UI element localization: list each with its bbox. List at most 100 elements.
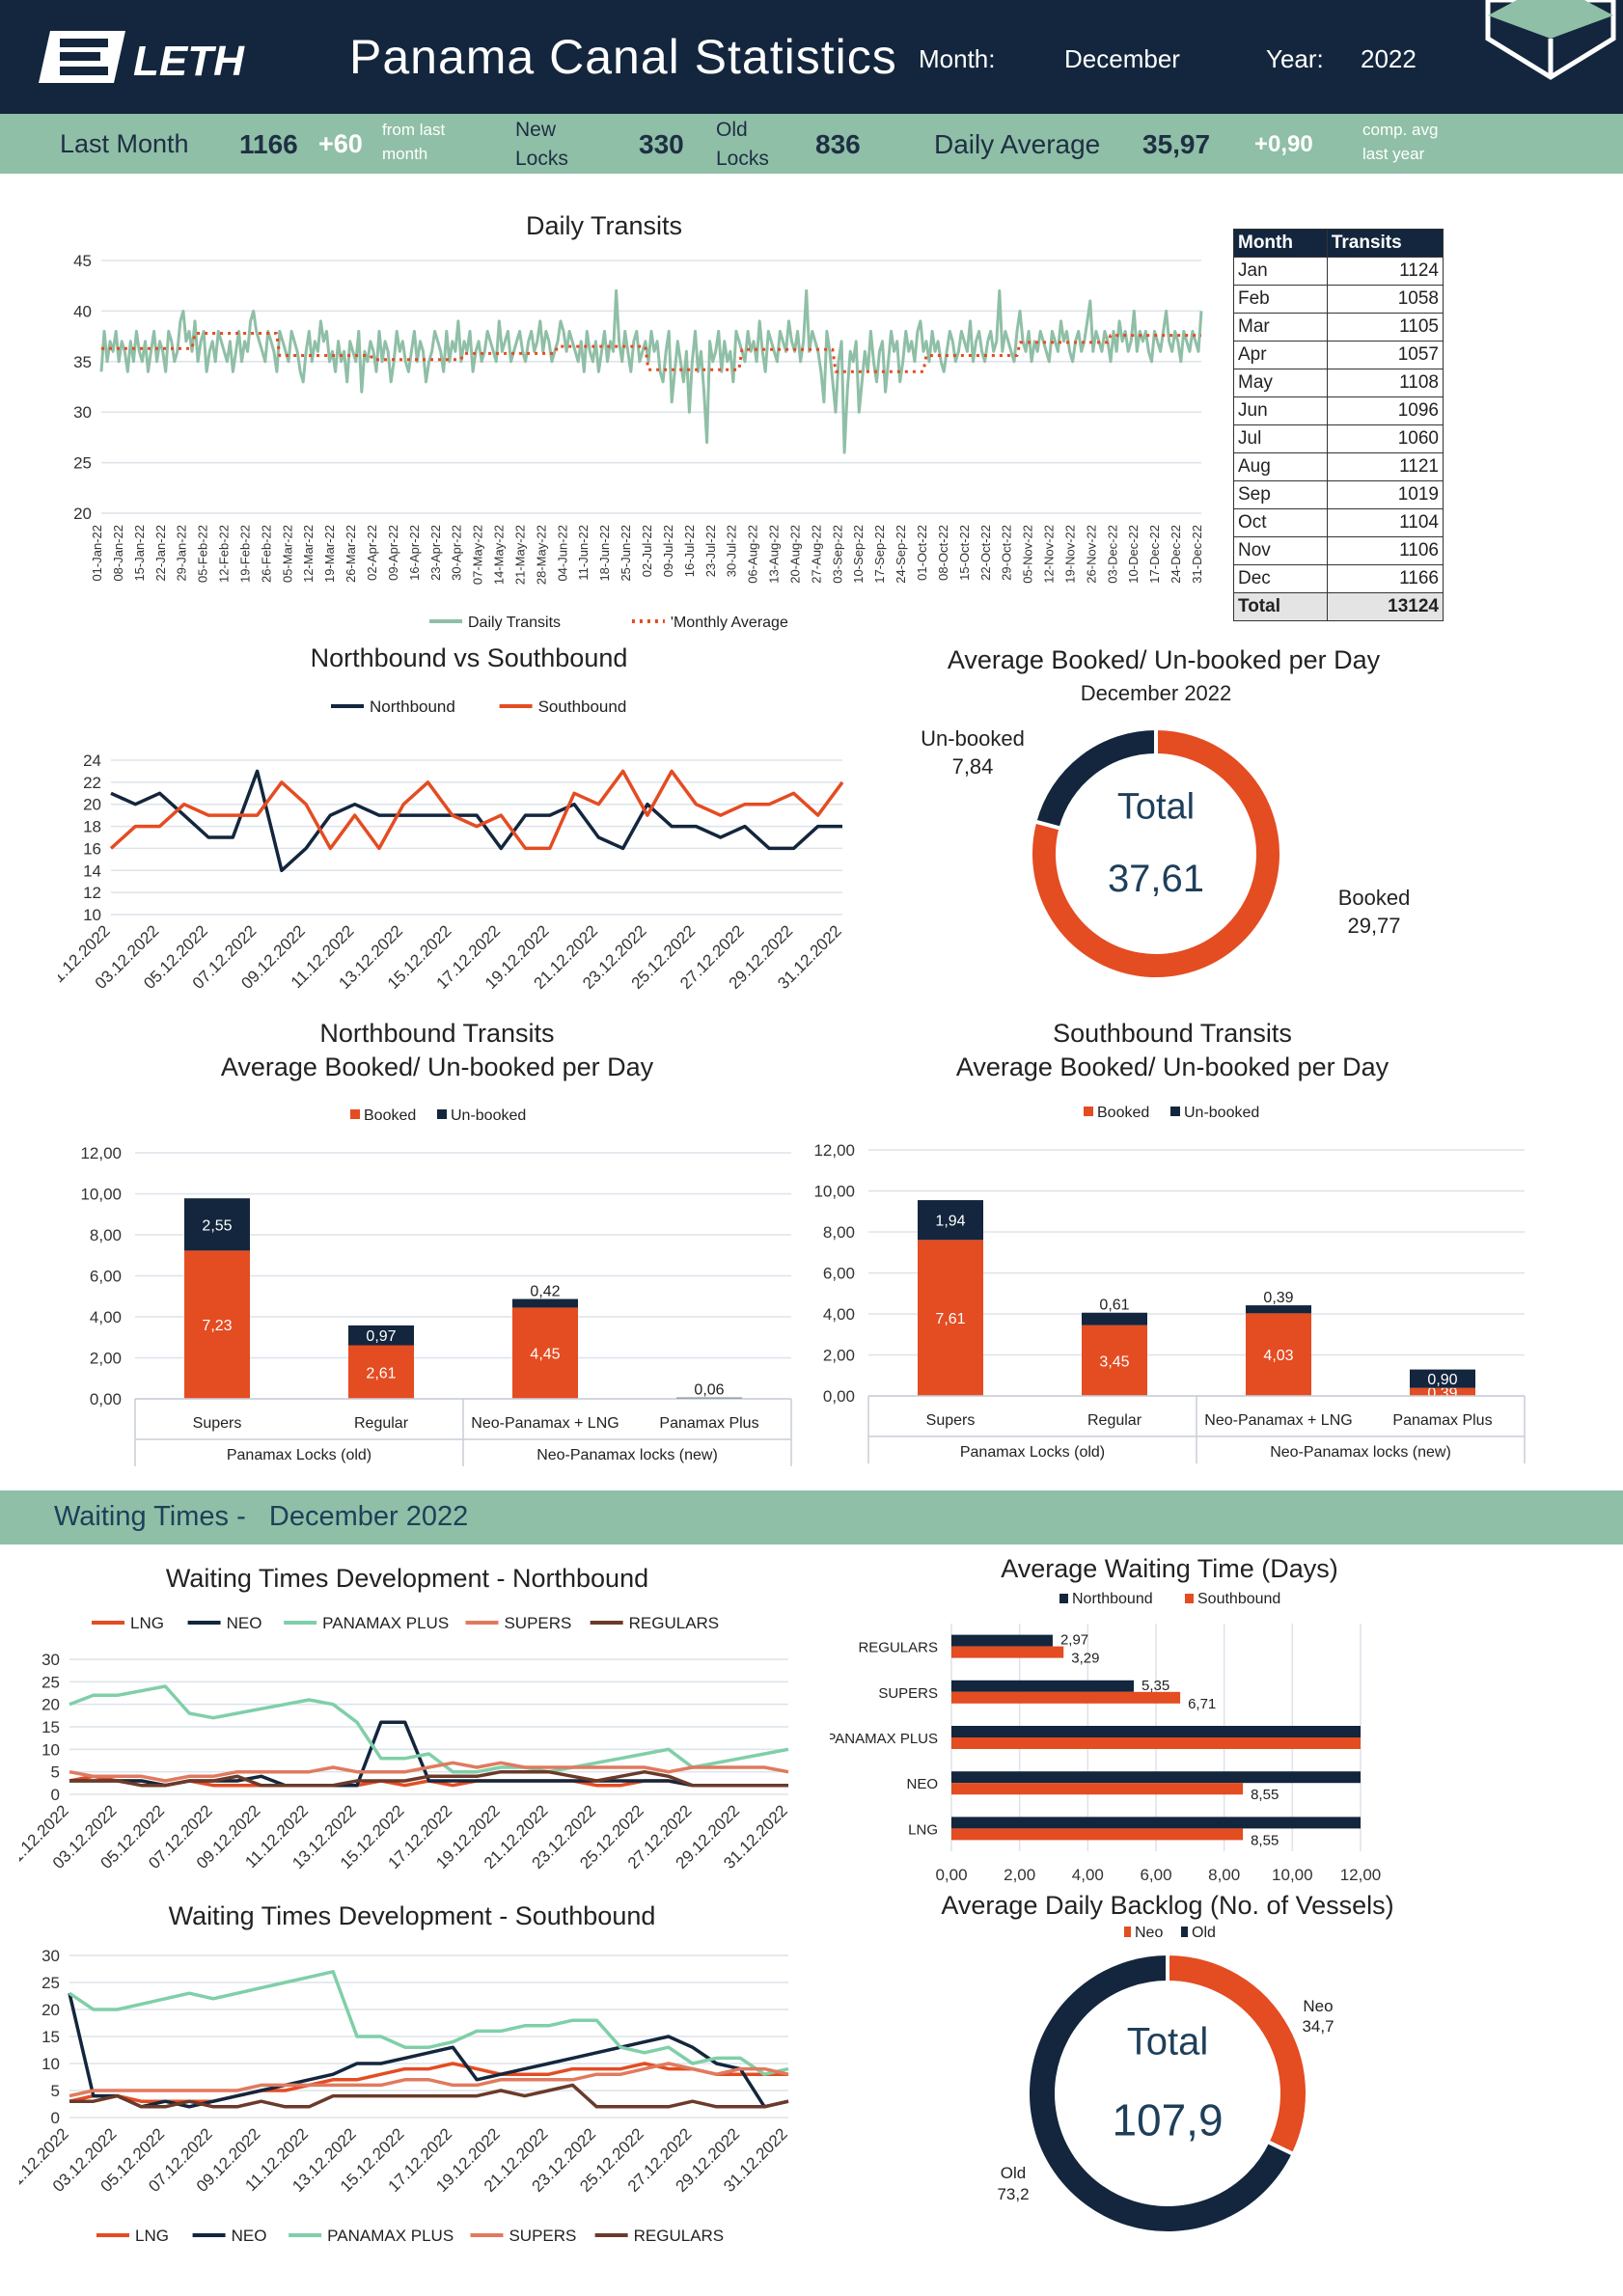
bar-unbooked: [184, 1198, 250, 1251]
legend-label: Southbound: [538, 697, 627, 716]
bar-northbound: [951, 1726, 1361, 1737]
x-tick-label: 16-Jul-22: [682, 525, 697, 577]
y-tick-label: 2,00: [823, 1347, 855, 1365]
x-tick-label: 06-Aug-22: [746, 525, 760, 584]
y-tick-label: 30: [73, 403, 92, 422]
table-cell-transits: 1104: [1326, 508, 1444, 537]
x-tick-label: 04-Jun-22: [555, 525, 569, 582]
donut-label-booked-name: Booked: [1338, 886, 1411, 910]
donut-label-old-name: Old: [1001, 2164, 1026, 2182]
series-line--monthly-average: [101, 332, 1201, 373]
x-category-label: Panamax Plus: [659, 1415, 758, 1432]
year-value[interactable]: 2022: [1361, 44, 1417, 73]
bar-booked: [918, 1240, 983, 1396]
bar-label-booked: 0,39: [1427, 1385, 1457, 1402]
y-tick-label: 5: [51, 2082, 60, 2100]
bar-label-booked: 4,03: [1263, 1348, 1293, 1364]
table-cell-transits: 1057: [1326, 341, 1444, 369]
y-tick-label: 15: [41, 1718, 60, 1736]
x-tick-label: 6,00: [1140, 1866, 1171, 1884]
table-cell-month: Dec: [1233, 564, 1328, 593]
booked-unbooked-donut-chart: Average Booked/ Un-booked per Day Decembe…: [921, 645, 1411, 981]
y-tick-label: 12: [83, 884, 101, 902]
old-locks-value: 836: [815, 129, 861, 159]
waiting-times-southbound-chart: Waiting Times Development - Southbound 0 5…: [19, 1901, 791, 2245]
y-tick-label: 25: [41, 1673, 60, 1691]
x-tick-label: 17-Sep-22: [872, 525, 887, 584]
new-locks-value: 330: [639, 129, 684, 159]
table-row: Feb 1058: [1233, 285, 1444, 314]
legend-label: REGULARS: [629, 1614, 720, 1632]
chart-subtitle: December 2022: [1081, 681, 1232, 705]
y-tick-label: 35: [73, 353, 92, 371]
legend-swatch: [437, 1109, 447, 1119]
x-tick-label: 19-Feb-22: [237, 525, 252, 583]
donut-center-value: 37,61: [1108, 858, 1204, 900]
legend-label: NEO: [232, 2227, 267, 2245]
bar-label-southbound: 8,55: [1251, 1787, 1279, 1803]
chart-title: Waiting Times Development - Southbound: [169, 1901, 656, 1930]
top-header-bar: [0, 0, 1623, 114]
table-cell-transits: 1108: [1326, 369, 1444, 397]
x-category-label: Neo-Panamax + LNG: [471, 1415, 619, 1432]
legend-label: PANAMAX PLUS: [327, 2227, 454, 2245]
legend-swatch: [1059, 1594, 1068, 1603]
table-row: Dec 1166: [1233, 564, 1444, 593]
bar-label-booked: 7,61: [935, 1311, 965, 1327]
x-tick-label: 8,00: [1208, 1866, 1240, 1884]
table-cell-month: Aug: [1233, 452, 1328, 481]
bar-southbound: [951, 1691, 1181, 1704]
legend-label: Southbound: [1197, 1591, 1280, 1607]
x-tick-label: 25-Jun-22: [619, 525, 633, 582]
x-tick-label: 28-May-22: [534, 525, 548, 585]
old-locks-line2: Locks: [716, 148, 769, 170]
bar-unbooked: [1082, 1312, 1147, 1326]
y-tick-label: 45: [73, 252, 92, 270]
y-tick-label: 10: [41, 1740, 60, 1759]
x-group-label: Panamax Locks (old): [227, 1447, 371, 1463]
chart-title: Northbound Transits: [319, 1019, 554, 1048]
x-tick-label: 19-Mar-22: [322, 525, 337, 583]
table-row: Aug 1121: [1233, 452, 1444, 481]
x-category-label: Supers: [193, 1415, 242, 1432]
bar-label-northbound: 5,35: [1142, 1678, 1169, 1694]
chart-title: Average Booked/ Un-booked per Day: [221, 1052, 654, 1081]
daily-average-label: Daily Average: [934, 129, 1101, 159]
x-tick-label: 0,00: [935, 1866, 967, 1884]
y-category-label: LNG: [908, 1821, 938, 1838]
x-tick-label: 12-Feb-22: [217, 525, 232, 583]
bar-label-southbound: 6,71: [1188, 1696, 1216, 1712]
table-cell-month: Sep: [1233, 480, 1328, 509]
x-tick-label: 05-Mar-22: [280, 525, 294, 583]
y-category-label: NEO: [906, 1776, 938, 1792]
y-tick-label: 10: [41, 2055, 60, 2073]
series-line-northbound: [110, 769, 842, 873]
x-tick-label: 09-Jul-22: [661, 525, 675, 577]
x-tick-label: 23-Apr-22: [428, 525, 443, 581]
chart-title: Daily Transits: [526, 211, 682, 240]
bar-northbound: [951, 1771, 1361, 1784]
last-month-label: Last Month: [60, 129, 189, 158]
table-cell-transits: 1019: [1326, 480, 1444, 509]
y-tick-label: 22: [83, 774, 101, 792]
month-value[interactable]: December: [1064, 44, 1180, 73]
legend-swatch: [1170, 1107, 1180, 1116]
donut-label-booked-value: 29,77: [1347, 914, 1400, 938]
bar-label-booked: 2,61: [366, 1365, 396, 1381]
bar-unbooked: [1410, 1369, 1475, 1388]
bar-unbooked: [348, 1325, 414, 1346]
y-tick-label: 24: [83, 752, 101, 770]
last-month-delta: +60: [318, 129, 363, 158]
donut-center-value: 107,9: [1112, 2095, 1223, 2146]
table-cell-transits: 1121: [1326, 452, 1444, 481]
table-total-label: Total: [1233, 592, 1328, 621]
x-tick-label: 02-Apr-22: [365, 525, 379, 581]
monthly-table: Month Transits Jan 1124 Feb 1058 Mar 1105 Apr 1…: [1233, 229, 1444, 621]
series-line-supers: [69, 2062, 789, 2098]
x-tick-label: 14-May-22: [492, 525, 507, 585]
bar-label-unbooked: 0,06: [694, 1382, 724, 1399]
series-line-regulars: [69, 2083, 789, 2109]
legend-label: Northbound: [370, 697, 455, 716]
y-tick-label: 12,00: [80, 1144, 122, 1162]
legend-label: Old: [1192, 1925, 1216, 1941]
